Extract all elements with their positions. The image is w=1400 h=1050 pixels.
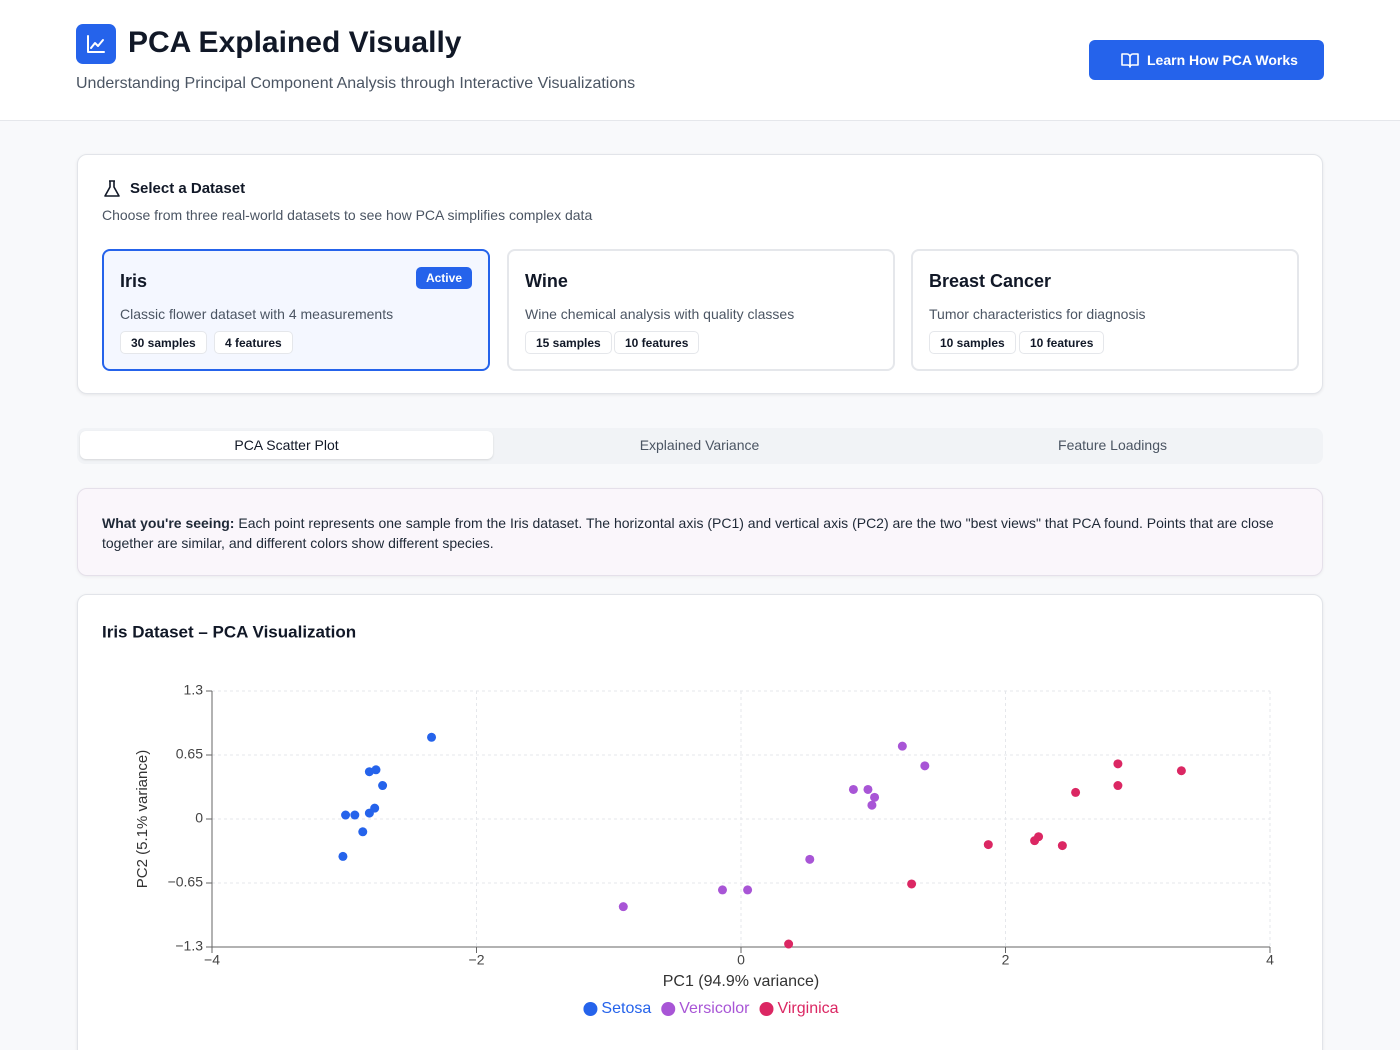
logo-icon [87,35,105,53]
legend-marker [583,1002,598,1016]
active-badge: Active [415,267,472,289]
point [371,765,381,775]
panel-description: Choose from three real-world datasets to… [102,207,593,223]
point [920,761,930,771]
dataset-name: Wine [525,271,568,291]
logo [76,24,116,64]
learn-button[interactable]: Learn How PCA Works [1089,40,1324,80]
legend-marker [661,1002,676,1016]
tab[interactable]: Feature Loadings [1058,437,1167,453]
features-pill: 10 features [1019,331,1105,354]
flask-icon [104,180,120,197]
dataset-description: Tumor characteristics for diagnosis [929,306,1146,322]
point [618,902,628,912]
point [378,781,388,791]
info-box: What you're seeing: Each point represent… [77,488,1323,576]
x-tick-label: 2 [1002,952,1010,968]
x-tick-label: 0 [737,952,745,968]
y-tick-label: 1.3 [184,682,204,698]
point [427,732,437,742]
dataset-description: Classic flower dataset with 4 measuremen… [120,306,394,322]
y-tick-label: −1.3 [175,938,203,954]
y-tick-label: 0.65 [176,746,203,762]
panel-title: Select a Dataset [130,180,246,197]
point [1030,836,1040,846]
point [867,800,877,810]
x-tick-label: 4 [1266,952,1274,968]
book-icon [1121,53,1139,68]
features-pill: 4 features [214,331,293,354]
point [1057,841,1067,851]
page-subtitle: Understanding Principal Component Analys… [76,75,636,92]
point [848,784,858,794]
point [1113,781,1123,791]
chart-card: Iris Dataset – PCA Visualization −1.3 −0.… [77,594,1323,1050]
point [364,808,374,818]
y-tick-label: 0 [195,810,203,826]
dataset-name: Breast Cancer [929,271,1052,291]
point [897,741,907,751]
dataset-card[interactable]: Breast Cancer Tumor characteristics for … [911,249,1299,371]
info-label: What you're seeing: [102,515,235,531]
x-tick-label: −2 [469,952,485,968]
dataset-card[interactable]: Wine Wine chemical analysis with quality… [507,249,895,371]
y-tick-label: −0.65 [168,874,204,890]
point [870,792,880,802]
dataset-name: Iris [120,271,148,291]
point [717,885,727,895]
samples-pill: 30 samples [120,331,207,354]
features-pill: 10 features [614,331,700,354]
info-text: Each point represents one sample from th… [102,515,1274,551]
samples-pill: 15 samples [525,331,612,354]
point [1113,759,1123,769]
point [350,810,360,820]
chart-title: Iris Dataset – PCA Visualization [102,622,356,641]
x-axis-label: PC1 (94.9% variance) [663,973,820,990]
point [1071,787,1081,797]
dataset-card[interactable]: Iris Active Classic flower dataset with … [102,249,490,371]
dataset-panel: Select a Dataset Choose from three real-… [77,154,1323,394]
legend-label: Setosa [601,1000,651,1017]
page-title: PCA Explained Visually [128,26,462,59]
dataset-description: Wine chemical analysis with quality clas… [525,306,795,322]
point [338,851,348,861]
point [863,784,873,794]
tab[interactable]: PCA Scatter Plot [80,431,493,459]
tab-bar: PCA Scatter Plot Explained Variance Feat… [77,428,1323,464]
tab[interactable]: Explained Variance [639,437,760,453]
header: PCA Explained Visually Understanding Pri… [0,0,1400,121]
legend: Setosa Versicolor Virginica [583,1000,839,1017]
point [341,810,351,820]
legend-marker [759,1002,774,1016]
learn-button-label: Learn How PCA Works [1147,52,1298,68]
legend-label: Versicolor [679,1000,750,1017]
point [983,840,993,850]
point [1176,766,1186,776]
samples-pill: 10 samples [929,331,1016,354]
point [358,827,368,837]
point [907,879,917,889]
legend-label: Virginica [777,1000,838,1017]
point [805,854,815,864]
point [784,939,794,949]
point [743,885,753,895]
y-axis-label: PC2 (5.1% variance) [134,750,151,888]
x-tick-label: −4 [204,952,220,968]
chart: Iris Dataset – PCA Visualization −1.3 −0.… [102,622,1274,1017]
